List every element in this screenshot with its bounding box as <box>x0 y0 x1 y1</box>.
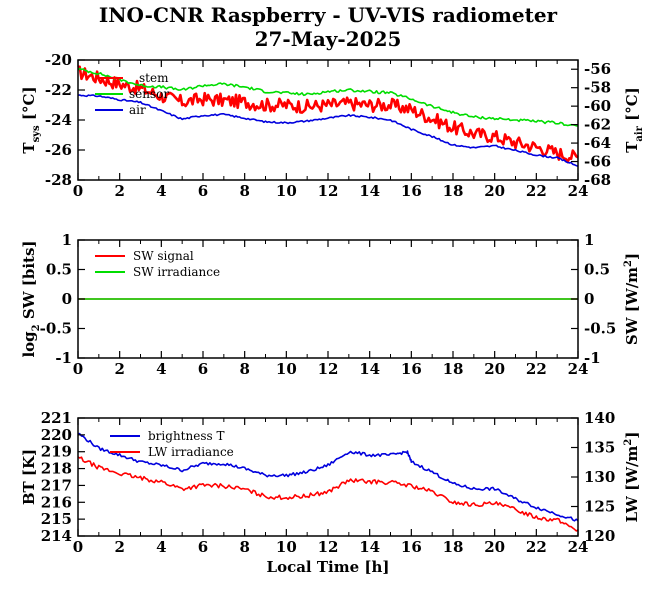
y-left-tick-label: 215 <box>41 510 72 528</box>
panel-shortwave: 0 2 4 6 8 10 12 14 16 18 20 22 2410.50-0.5-110.50-0.… <box>20 231 641 378</box>
x-tick-label: 16 <box>401 360 422 378</box>
y-left-tick-label: -20 <box>45 51 72 69</box>
y-left-tick-label: -28 <box>45 171 72 189</box>
x-tick-label: 16 <box>401 538 422 556</box>
x-tick-label: 22 <box>526 360 547 378</box>
y-right-tick-label: -60 <box>584 97 611 115</box>
y-left-tick-label: 216 <box>41 493 72 511</box>
y-left-tick-label: 221 <box>41 409 72 427</box>
x-tick-label: 24 <box>568 538 589 556</box>
x-tick-label: 4 <box>156 360 166 378</box>
y-right-tick-label: 0 <box>584 290 594 308</box>
y-left-tick-label: 0 <box>62 290 72 308</box>
y-left-axis-label: log2 SW [bits] <box>20 240 42 357</box>
y-left-tick-label: 217 <box>41 476 72 494</box>
x-tick-label: 6 <box>198 182 208 200</box>
x-tick-label: 24 <box>568 182 589 200</box>
x-tick-label: 22 <box>526 182 547 200</box>
y-left-tick-label: -24 <box>45 111 72 129</box>
x-tick-label: 8 <box>239 538 249 556</box>
chart-title: INO-CNR Raspberry - UV-VIS radiometer <box>99 3 558 27</box>
legend-label: air <box>129 103 146 117</box>
series-line-air <box>77 94 579 167</box>
series-line-lw-irradiance <box>77 456 579 532</box>
y-right-tick-label: 125 <box>584 498 615 516</box>
x-tick-label: 12 <box>318 538 339 556</box>
y-left-tick-label: 220 <box>41 426 72 444</box>
y-left-tick-label: -1 <box>55 349 72 367</box>
legend-label: SW irradiance <box>133 265 220 279</box>
x-tick-label: 24 <box>568 360 589 378</box>
x-tick-label: 12 <box>318 360 339 378</box>
y-left-tick-label: 214 <box>41 527 72 545</box>
x-tick-label: 4 <box>156 538 166 556</box>
x-tick-label: 12 <box>318 182 339 200</box>
series-line-brightness-t <box>77 432 579 522</box>
y-right-tick-label: 135 <box>584 439 615 457</box>
y-right-tick-label: -66 <box>584 153 611 171</box>
y-left-tick-label: -22 <box>45 81 72 99</box>
y-left-tick-label: -26 <box>45 141 72 159</box>
x-tick-label: 14 <box>359 538 380 556</box>
panel-temperature: 0 2 4 6 8 10 12 14 16 18 20 22 24-20-22-24-26-28-56-… <box>20 51 645 200</box>
x-tick-label: 10 <box>276 182 297 200</box>
legend-label: stem <box>139 71 169 85</box>
legend-label: sensor <box>129 87 169 101</box>
y-right-tick-label: -64 <box>584 134 611 152</box>
x-tick-label: 8 <box>239 182 249 200</box>
legend-label: LW irradiance <box>148 445 234 459</box>
y-right-tick-label: -56 <box>584 60 611 78</box>
x-tick-label: 18 <box>443 360 464 378</box>
y-left-tick-label: 218 <box>41 460 72 478</box>
x-tick-label: 20 <box>484 360 505 378</box>
legend-label: brightness T <box>148 429 224 443</box>
x-tick-label: 8 <box>239 360 249 378</box>
y-right-tick-label: -1 <box>584 349 601 367</box>
chart-subtitle: 27-May-2025 <box>255 27 402 51</box>
x-tick-label: 0 <box>73 538 83 556</box>
x-tick-label: 0 <box>73 360 83 378</box>
x-tick-label: 16 <box>401 182 422 200</box>
y-left-tick-label: 0.5 <box>46 261 72 279</box>
x-axis-label: Local Time [h] <box>267 558 390 576</box>
y-right-tick-label: 0.5 <box>584 261 610 279</box>
y-right-tick-label: -62 <box>584 116 611 134</box>
x-tick-label: 2 <box>114 182 124 200</box>
x-tick-label: 22 <box>526 538 547 556</box>
legend-label: SW signal <box>133 249 194 263</box>
y-right-tick-label: -0.5 <box>584 320 616 338</box>
x-tick-label: 6 <box>198 538 208 556</box>
x-tick-label: 18 <box>443 182 464 200</box>
y-left-tick-label: -0.5 <box>40 320 72 338</box>
y-left-axis-label: BT [K] <box>20 449 38 505</box>
y-left-tick-label: 1 <box>62 231 72 249</box>
x-tick-label: 2 <box>114 360 124 378</box>
y-right-tick-label: -68 <box>584 171 611 189</box>
x-tick-label: 0 <box>73 182 83 200</box>
y-right-tick-label: 140 <box>584 409 615 427</box>
y-right-axis-label: Tair [°C] <box>623 87 645 153</box>
x-tick-label: 14 <box>359 182 380 200</box>
y-right-tick-label: 130 <box>584 468 615 486</box>
x-tick-label: 4 <box>156 182 166 200</box>
y-right-tick-label: -58 <box>584 79 611 97</box>
y-right-tick-label: 1 <box>584 231 594 249</box>
y-left-tick-label: 219 <box>41 443 72 461</box>
x-tick-label: 20 <box>484 182 505 200</box>
x-tick-label: 10 <box>276 360 297 378</box>
x-tick-label: 6 <box>198 360 208 378</box>
x-tick-label: 10 <box>276 538 297 556</box>
panel-longwave: 0 2 4 6 8 10 12 14 16 18 20 22 242212202192182172162… <box>20 409 641 576</box>
x-tick-label: 14 <box>359 360 380 378</box>
y-left-axis-label: Tsys [°C] <box>20 86 42 153</box>
x-tick-label: 20 <box>484 538 505 556</box>
x-tick-label: 18 <box>443 538 464 556</box>
y-right-tick-label: 120 <box>584 527 615 545</box>
series-line-sensor <box>77 67 579 127</box>
series-line-stem <box>77 65 579 164</box>
y-right-axis-label: LW [W/m2] <box>623 432 641 523</box>
y-right-axis-label: SW [W/m2] <box>623 253 641 345</box>
x-tick-label: 2 <box>114 538 124 556</box>
